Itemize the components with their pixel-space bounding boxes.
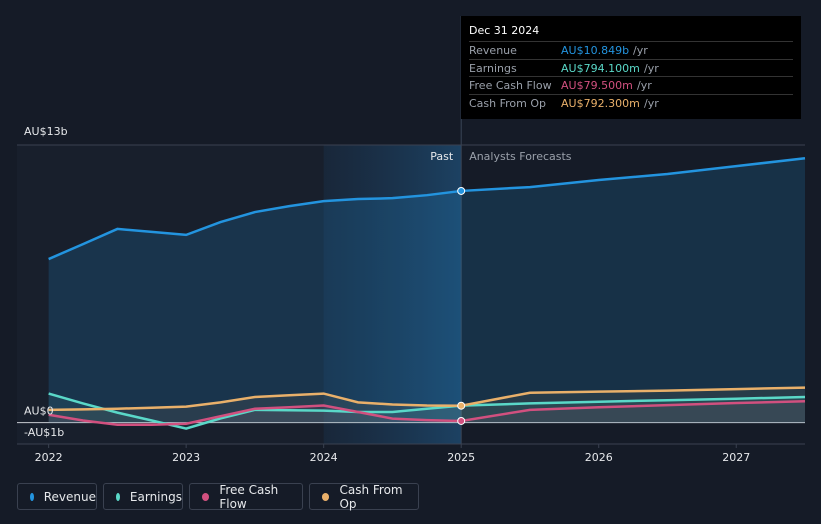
y-tick-label: -AU$1b: [24, 426, 64, 439]
tooltip-value: AU$792.300m: [561, 96, 640, 110]
tooltip-label: Cash From Op: [469, 96, 547, 110]
forecast-label: Analysts Forecasts: [469, 150, 572, 163]
line: [48, 386, 806, 412]
x-tick-label: 2024: [310, 451, 338, 464]
point: [457, 416, 466, 425]
tooltip-label: Revenue: [469, 44, 517, 57]
x-tick-label: 2025: [447, 451, 475, 464]
tooltip-value: AU$10.849b: [561, 44, 630, 57]
tooltip-unit: /yr: [633, 44, 648, 57]
legend-swatch: [116, 492, 120, 501]
area: [48, 158, 806, 423]
tooltip-unit: /yr: [644, 96, 659, 110]
tooltip-row: Free Cash Flow AU$79.500m/yr: [469, 76, 793, 94]
line: [48, 392, 806, 430]
legend-label: Free Cash Flow: [219, 482, 279, 511]
tooltip-label: Free Cash Flow: [469, 79, 552, 92]
legend-label: Cash From Op: [339, 482, 403, 511]
legend-item[interactable]: Earnings: [103, 483, 183, 510]
tooltip-value: AU$794.100m: [561, 61, 640, 75]
legend-item[interactable]: Revenue: [17, 483, 97, 510]
legend-swatch: [202, 492, 210, 501]
tooltip-row: Cash From Op AU$792.300m/yr: [469, 93, 793, 112]
legend-item[interactable]: Cash From Op: [309, 482, 419, 511]
legend-item[interactable]: Free Cash Flow: [189, 482, 303, 511]
legend-swatch: [322, 492, 330, 501]
tooltip-row: Earnings AU$794.100m/yr: [469, 58, 793, 77]
x-tick-label: 2026: [585, 451, 613, 464]
legend-swatch: [30, 492, 34, 501]
point: [457, 401, 466, 410]
point: [457, 186, 466, 195]
x-tick-label: 2023: [172, 451, 200, 464]
line: [48, 400, 806, 427]
tooltip-unit: /yr: [644, 61, 659, 75]
tooltip-unit: /yr: [637, 79, 652, 92]
y-tick-label: AU$13b: [24, 125, 68, 138]
tooltip-date: Dec 31 2024: [469, 24, 540, 37]
x-tick-label: 2022: [35, 451, 63, 464]
x-tick-label: 2027: [722, 451, 750, 464]
legend-label: Revenue: [43, 489, 96, 504]
legend-label: Earnings: [129, 489, 182, 504]
tooltip-row: Revenue AU$10.849b/yr: [469, 41, 793, 59]
past-label: Past: [430, 150, 454, 163]
tooltip-label: Earnings: [469, 61, 517, 75]
tooltip: Dec 31 2024 Revenue AU$10.849b/yr Earnings…: [461, 16, 801, 119]
y-tick-label: AU$0: [24, 405, 54, 418]
line: [48, 156, 806, 261]
tooltip-value: AU$79.500m: [561, 79, 633, 92]
